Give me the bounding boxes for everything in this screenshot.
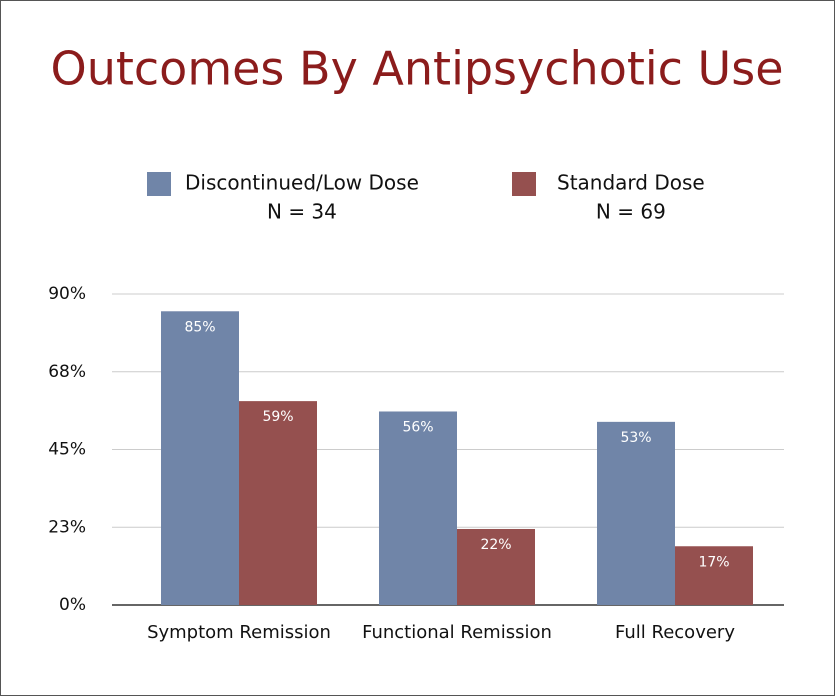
- chart-title: Outcomes By Antipsychotic Use: [50, 42, 783, 96]
- x-tick-label: Functional Remission: [362, 622, 552, 643]
- x-tick-label: Symptom Remission: [147, 622, 331, 643]
- legend-sample: N = 34: [267, 200, 337, 224]
- value-label: 17%: [698, 554, 729, 570]
- bar: [161, 311, 239, 605]
- value-label: 56%: [402, 419, 433, 435]
- value-label: 22%: [480, 537, 511, 553]
- y-tick-label: 45%: [48, 440, 86, 460]
- bar: [675, 546, 753, 605]
- y-tick-label: 0%: [59, 595, 86, 615]
- legend-swatch: [512, 172, 536, 196]
- bar: [379, 411, 457, 605]
- legend-label: Standard Dose: [557, 171, 705, 195]
- legend-sample: N = 69: [596, 200, 666, 224]
- value-label: 53%: [620, 430, 651, 446]
- y-tick-label: 23%: [48, 517, 86, 537]
- legend-swatch: [147, 172, 171, 196]
- legend-label: Discontinued/Low Dose: [185, 171, 419, 195]
- bar: [239, 401, 317, 605]
- bar: [457, 528, 535, 605]
- bar: [597, 421, 675, 605]
- y-tick-label: 90%: [48, 284, 86, 304]
- x-tick-label: Full Recovery: [615, 622, 735, 643]
- y-tick-label: 68%: [48, 362, 86, 382]
- value-label: 85%: [184, 319, 215, 335]
- value-label: 59%: [262, 409, 293, 425]
